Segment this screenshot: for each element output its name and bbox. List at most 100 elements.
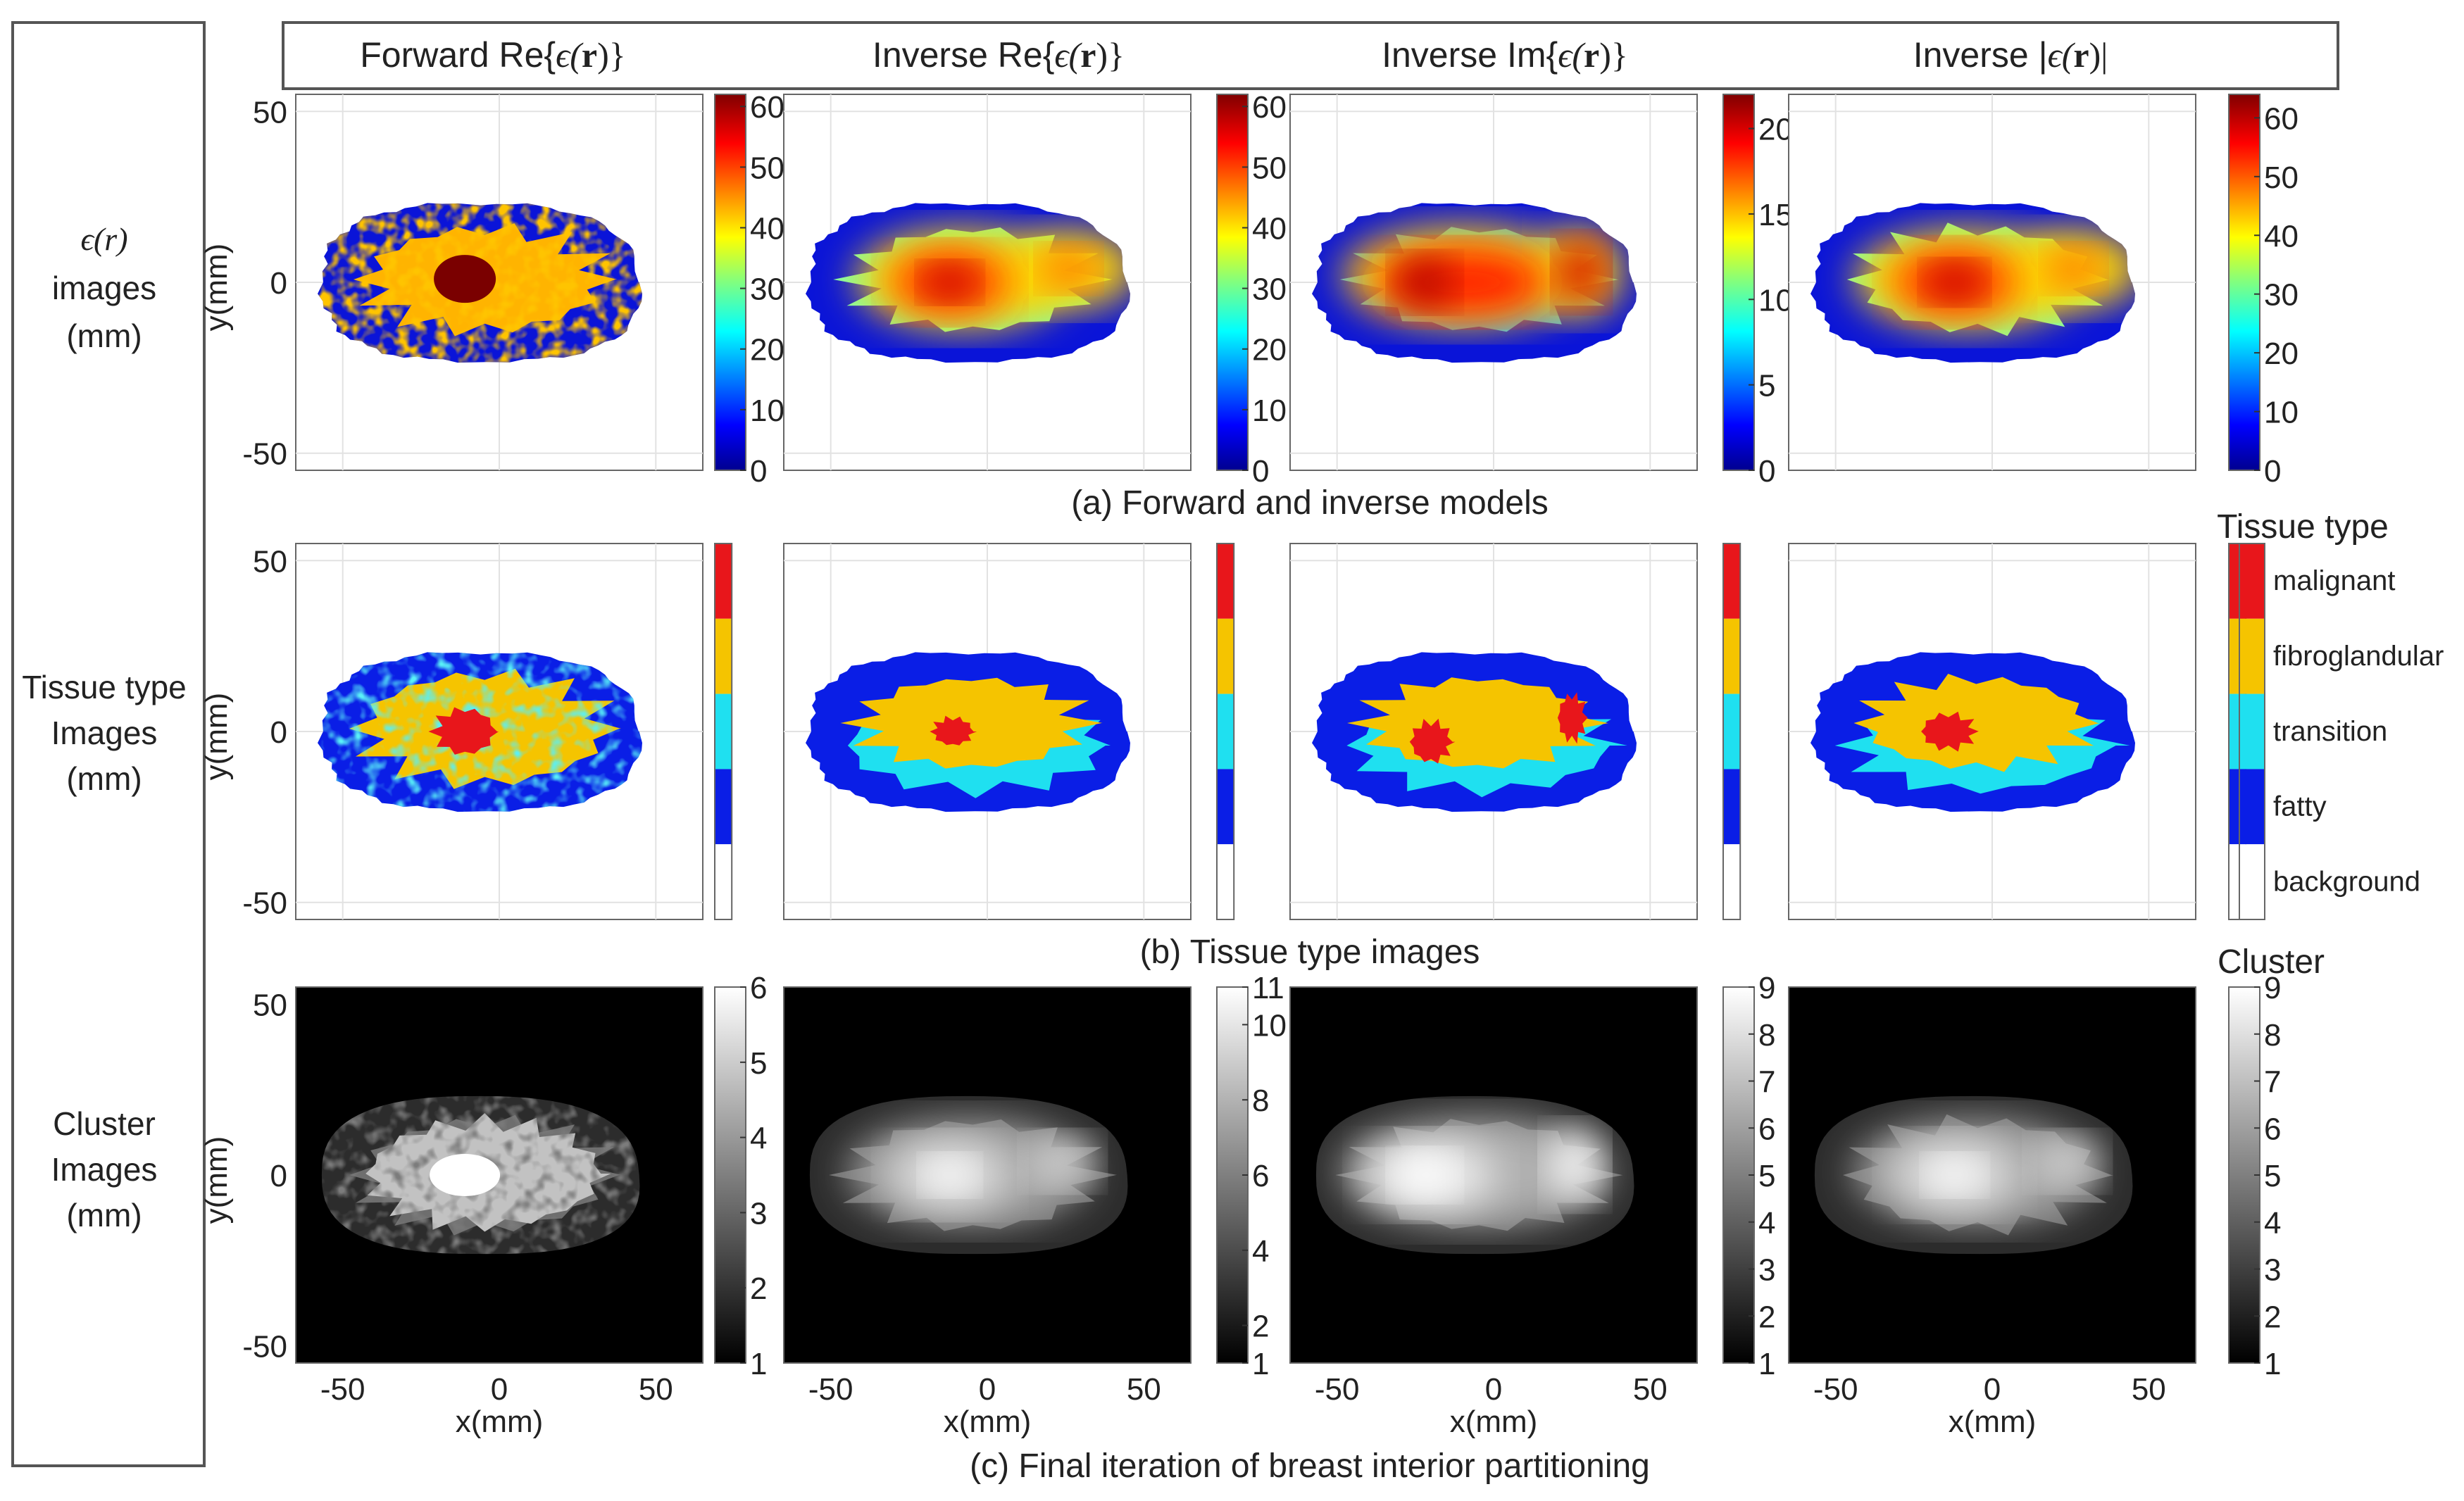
- legend-swatch-malignant: [2239, 544, 2265, 619]
- colorbar-tick-label: 3: [1758, 1253, 1775, 1288]
- column-headers: Forward Re{ϵ(r)} Inverse Re{ϵ(r)} Inverse …: [360, 35, 2108, 75]
- colorbar-tick-label: 40: [750, 211, 784, 246]
- cluster-image: [1814, 1095, 2133, 1255]
- colorbar-segment-transition: [715, 693, 732, 770]
- legend-swatch-fibroglandular: [2239, 618, 2265, 694]
- hotspot-4: [1558, 241, 1604, 303]
- colorbar-tick-label: 40: [1252, 211, 1287, 246]
- colorbar-tick-label: 0: [2264, 454, 2281, 489]
- colorbar-tick-label: 4: [1252, 1234, 1269, 1269]
- panel-caption-3: (c) Final iteration of breast interior p…: [970, 1447, 1650, 1485]
- colorbar-tick-label: 6: [1758, 1112, 1775, 1146]
- colorbar-segment-malignant: [1723, 544, 1741, 619]
- legend-swatch-transition: [2239, 693, 2265, 770]
- x-tick-label: 50: [639, 1372, 673, 1407]
- colorbar-tick-label: 2: [1252, 1310, 1269, 1344]
- colorbar-tick-label: 4: [2264, 1206, 2281, 1241]
- colorbar-tick-label: 3: [750, 1196, 767, 1231]
- column-header-prefix: Forward Re{: [360, 35, 556, 75]
- row-label-1-line-3: (mm): [66, 318, 142, 354]
- colorbar-segment-transition: [1723, 693, 1741, 770]
- colorbar-tick-label: 4: [1758, 1206, 1775, 1241]
- colorbar-tick-label: 7: [2264, 1065, 2281, 1100]
- colorbar-tick-label: 11: [1252, 971, 1284, 1005]
- colorbar-segment-background: [1217, 844, 1234, 919]
- column-header-bold: r: [582, 35, 597, 75]
- y-axis-label: y(mm): [199, 244, 234, 332]
- cluster-image: [809, 1095, 1128, 1255]
- column-header-bold: r: [1584, 35, 1599, 75]
- bright-cluster-3: [2034, 1137, 2100, 1186]
- colorbar-segment-fibroglandular: [715, 618, 732, 694]
- legend-label-fibroglandular: fibroglandular: [2273, 641, 2444, 672]
- tissue-image: [1312, 652, 1637, 812]
- x-tick-label: 50: [2132, 1372, 2166, 1407]
- tissue-image: [1811, 652, 2135, 812]
- colorbar: [1216, 94, 1249, 471]
- row-label-2-line-2: Images: [51, 715, 158, 751]
- colorbar-tick-label: 4: [750, 1122, 767, 1156]
- panel-row3-col3: -50 0 50 x(mm) 9 8 7 6 5 4 3 2 1: [1289, 971, 1775, 1439]
- colorbar-tick-label: 20: [1758, 113, 1793, 147]
- y-tick-label: 50: [253, 544, 287, 579]
- colorbar-tick-label: 6: [2264, 1112, 2281, 1146]
- panel-row2-col1: 50 0 -50 y(mm): [199, 543, 733, 921]
- y-tick-label: -50: [242, 886, 287, 921]
- colorbar-tick-label: 5: [1758, 369, 1775, 403]
- column-header-3: Inverse Im{ϵ(r)}: [1382, 35, 1628, 75]
- legend-label-malignant: malignant: [2273, 565, 2395, 596]
- row-label-2-line-3: (mm): [66, 760, 142, 797]
- panel-row1-col3: 20 15 10 5 0: [1289, 94, 1793, 489]
- panel-caption-2: (b) Tissue type images: [1140, 934, 1480, 971]
- malignant-region-1: [930, 715, 977, 746]
- colorbar-segment-fibroglandular: [1723, 618, 1741, 694]
- colorbar-tick-label: 1: [2264, 1347, 2281, 1381]
- hotspot-5: [1396, 258, 1453, 306]
- colorbar-tick-label: 2: [1758, 1300, 1775, 1334]
- breast-image: [1811, 203, 2135, 363]
- colorbar-segment-transition: [1217, 693, 1234, 770]
- column-header-suffix: )}: [1096, 35, 1125, 75]
- colorbar-tick-label: 30: [1252, 272, 1287, 307]
- x-tick-label: -50: [320, 1372, 365, 1407]
- column-header-prefix: Inverse |: [1913, 35, 2048, 75]
- column-header-symbol: ϵ(: [2048, 35, 2076, 75]
- colorbar-tick-label: 1: [750, 1347, 767, 1381]
- x-tick-label: -50: [1813, 1372, 1858, 1407]
- colorbar: [2228, 94, 2260, 471]
- hotspot-4: [2048, 249, 2099, 289]
- column-header-symbol: ϵ(: [556, 35, 584, 75]
- y-tick-label: -50: [242, 437, 287, 472]
- colorbar-tick-label: 20: [2264, 337, 2299, 371]
- colorbar-tick-label: 1: [1252, 1347, 1269, 1381]
- row-label-frame: [11, 21, 206, 1467]
- panel-row2-col2: [783, 543, 1235, 920]
- colorbar-tick-label: 0: [1252, 454, 1269, 489]
- breast-image: [318, 203, 642, 363]
- colorbar-tick-label: 20: [750, 333, 784, 368]
- panel-row3-col1: 50 0 -50 y(mm) -50 0 50 x(mm) 6 5 4 3 2 1: [199, 971, 767, 1439]
- x-tick-label: 0: [979, 1372, 996, 1407]
- y-axis-label: y(mm): [199, 693, 234, 781]
- hotspot-5: [1927, 264, 1982, 301]
- colorbar-tick-label: 8: [1758, 1018, 1775, 1053]
- x-axis-label: x(mm): [944, 1405, 1032, 1439]
- colorbar-tick-label: 1: [1758, 1347, 1775, 1381]
- colorbar-tick-label: 0: [1758, 454, 1775, 489]
- colorbar-tick-label: 5: [1758, 1159, 1775, 1193]
- tissue-legend: Tissue type malignant fibroglandular transi…: [2217, 508, 2444, 981]
- panel-row1-col1: 50 0 -50 y(mm) 60 50 40 30 20 10 0: [199, 90, 784, 489]
- colorbar-tick-label: 8: [2264, 1018, 2281, 1053]
- breast-image: [1312, 203, 1637, 363]
- colorbar-segment-fatty: [1217, 769, 1234, 845]
- y-tick-label: -50: [242, 1330, 287, 1364]
- x-tick-label: -50: [1315, 1372, 1360, 1407]
- malignant-region-1: [1409, 718, 1456, 764]
- panel-row1-col4: 60 50 40 30 20 10 0: [1788, 94, 2299, 489]
- colorbar-tick-label: 2: [750, 1271, 767, 1306]
- colorbar-tick-label: 9: [2264, 971, 2281, 1005]
- panel-row3-col4: -50 0 50 x(mm) 9 8 7 6 5 4 3 2 1: [1788, 971, 2281, 1439]
- colorbar-tick-label: 5: [750, 1046, 767, 1081]
- breast-image: [806, 203, 1130, 363]
